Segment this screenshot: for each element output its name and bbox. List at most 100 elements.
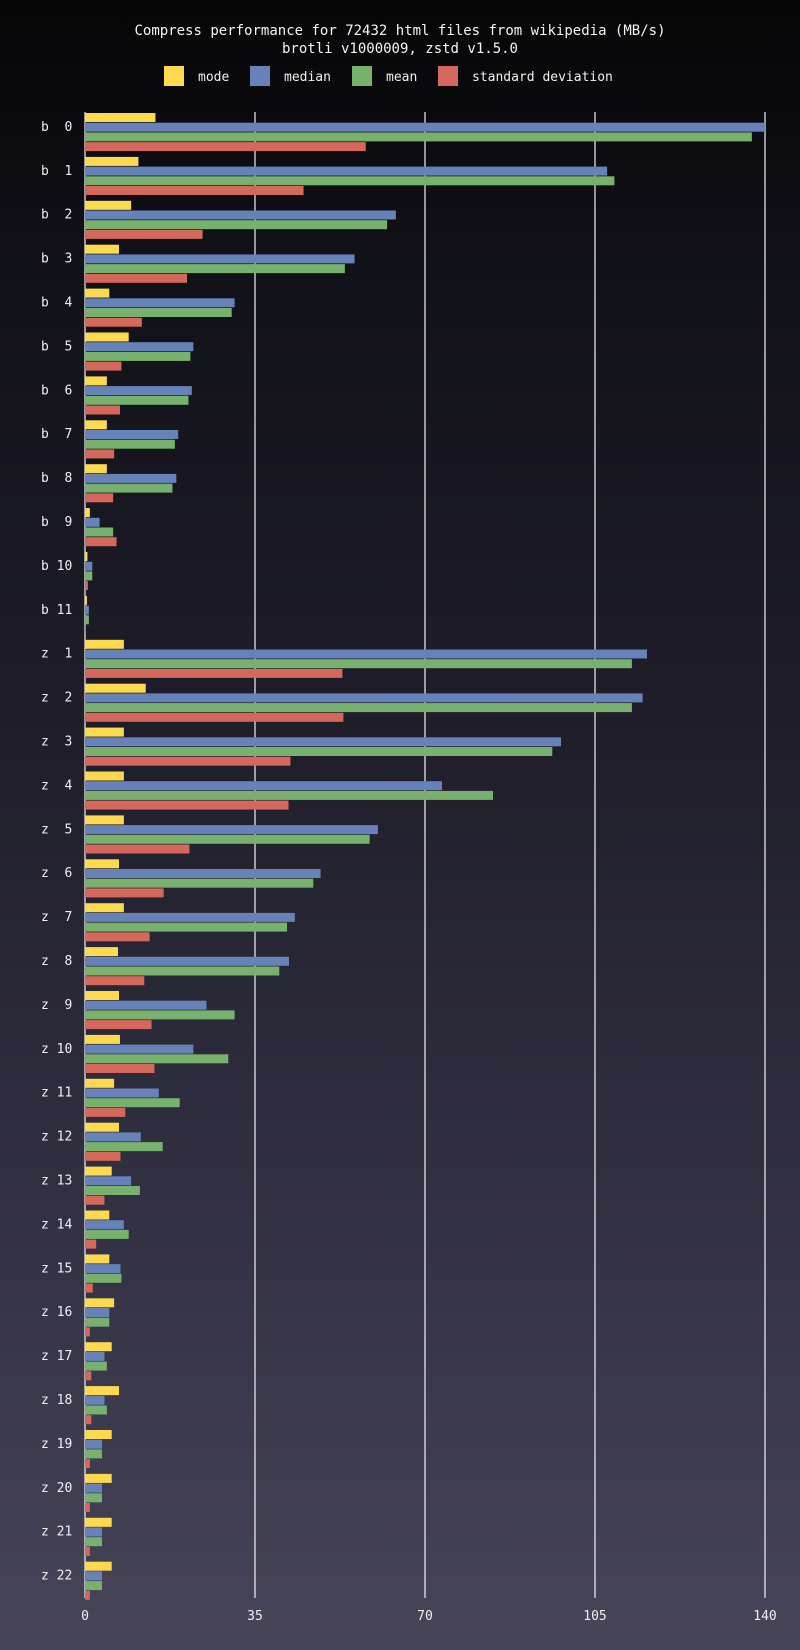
bar (85, 1254, 110, 1264)
legend-label: mode (198, 70, 229, 85)
bar (85, 113, 156, 122)
bar (85, 1317, 110, 1327)
category-label: z 1 (41, 647, 72, 662)
legend-swatch (438, 66, 458, 86)
bar (85, 747, 553, 756)
category-label: b 8 (41, 471, 72, 486)
legend-swatch (250, 66, 270, 86)
legend-swatch (164, 66, 184, 86)
bar (85, 1098, 180, 1108)
category-label: z 15 (41, 1261, 72, 1276)
category-label: z 9 (41, 998, 72, 1013)
bar (85, 420, 107, 430)
category-label: z 2 (41, 691, 72, 706)
bar (85, 1054, 229, 1064)
bar (85, 649, 647, 659)
bar (85, 176, 615, 186)
bar (85, 298, 235, 308)
chart-title: Compress performance for 72432 html file… (134, 23, 665, 39)
bar (85, 156, 139, 166)
category-label: b 0 (41, 120, 72, 135)
bar (85, 1273, 122, 1283)
bar (85, 229, 203, 239)
bar (85, 625, 86, 634)
bar (85, 122, 765, 132)
chart-subtitle: brotli v1000009, zstd v1.5.0 (282, 41, 518, 57)
bar (85, 659, 632, 669)
bar (85, 1210, 110, 1220)
bar (85, 1107, 126, 1117)
x-tick-label: 105 (583, 1609, 606, 1624)
bar (85, 790, 493, 800)
bar (85, 781, 442, 791)
category-label: b 9 (41, 515, 72, 530)
bar (85, 712, 344, 722)
bar (85, 1342, 112, 1352)
bar (85, 449, 115, 459)
x-axis-ticks: 0 35 70 105 140 (81, 1609, 777, 1624)
category-label: b 4 (41, 296, 72, 311)
bar (85, 1044, 194, 1054)
bar (85, 1020, 152, 1030)
bar (85, 1517, 112, 1527)
bar (85, 1590, 90, 1600)
bar (85, 361, 122, 371)
bar (85, 308, 232, 317)
category-label: b 11 (41, 603, 72, 618)
x-tick-label: 35 (247, 1609, 263, 1624)
bar (85, 220, 388, 230)
bar (85, 1361, 107, 1371)
category-label: z 3 (41, 735, 72, 750)
bar (85, 1186, 140, 1195)
bar (85, 332, 129, 342)
bar (85, 703, 632, 713)
bar (85, 1166, 112, 1176)
bar (85, 1034, 120, 1044)
category-label: b 1 (41, 164, 72, 179)
bar (85, 132, 752, 142)
legend-swatch (352, 66, 372, 86)
bar (85, 254, 355, 264)
bar (85, 932, 150, 942)
x-tick-label: 140 (753, 1609, 776, 1624)
bar (85, 264, 345, 274)
bar (85, 605, 89, 615)
bar (85, 351, 191, 361)
bar (85, 1537, 102, 1547)
bar (85, 1010, 235, 1020)
bar (85, 834, 370, 844)
bar (85, 1351, 105, 1361)
bar (85, 1459, 90, 1469)
category-label: z 21 (41, 1525, 72, 1540)
category-label: z 13 (41, 1174, 72, 1189)
bar (85, 771, 124, 781)
category-label: z 12 (41, 1130, 72, 1145)
bar (85, 1239, 97, 1249)
bar (85, 615, 89, 625)
bar (85, 1088, 159, 1098)
bar (85, 1308, 110, 1317)
bar (85, 1483, 102, 1493)
bar (85, 1298, 115, 1308)
bar (85, 210, 396, 220)
bar (85, 878, 314, 888)
bar (85, 561, 93, 571)
bar (85, 1561, 112, 1571)
bar (85, 342, 194, 352)
bar (85, 1581, 102, 1591)
category-label: z 20 (41, 1481, 72, 1496)
category-label: b 5 (41, 339, 72, 354)
bar (85, 1430, 112, 1439)
bar (85, 581, 88, 591)
bar (85, 815, 124, 825)
bar (85, 395, 189, 405)
bar (85, 888, 164, 898)
bar (85, 1078, 115, 1088)
bar (85, 869, 321, 878)
bar (85, 976, 145, 986)
bar (85, 1395, 105, 1405)
bar (85, 1527, 102, 1537)
bar (85, 288, 110, 298)
bar (85, 1195, 105, 1205)
category-label: z 8 (41, 954, 72, 969)
